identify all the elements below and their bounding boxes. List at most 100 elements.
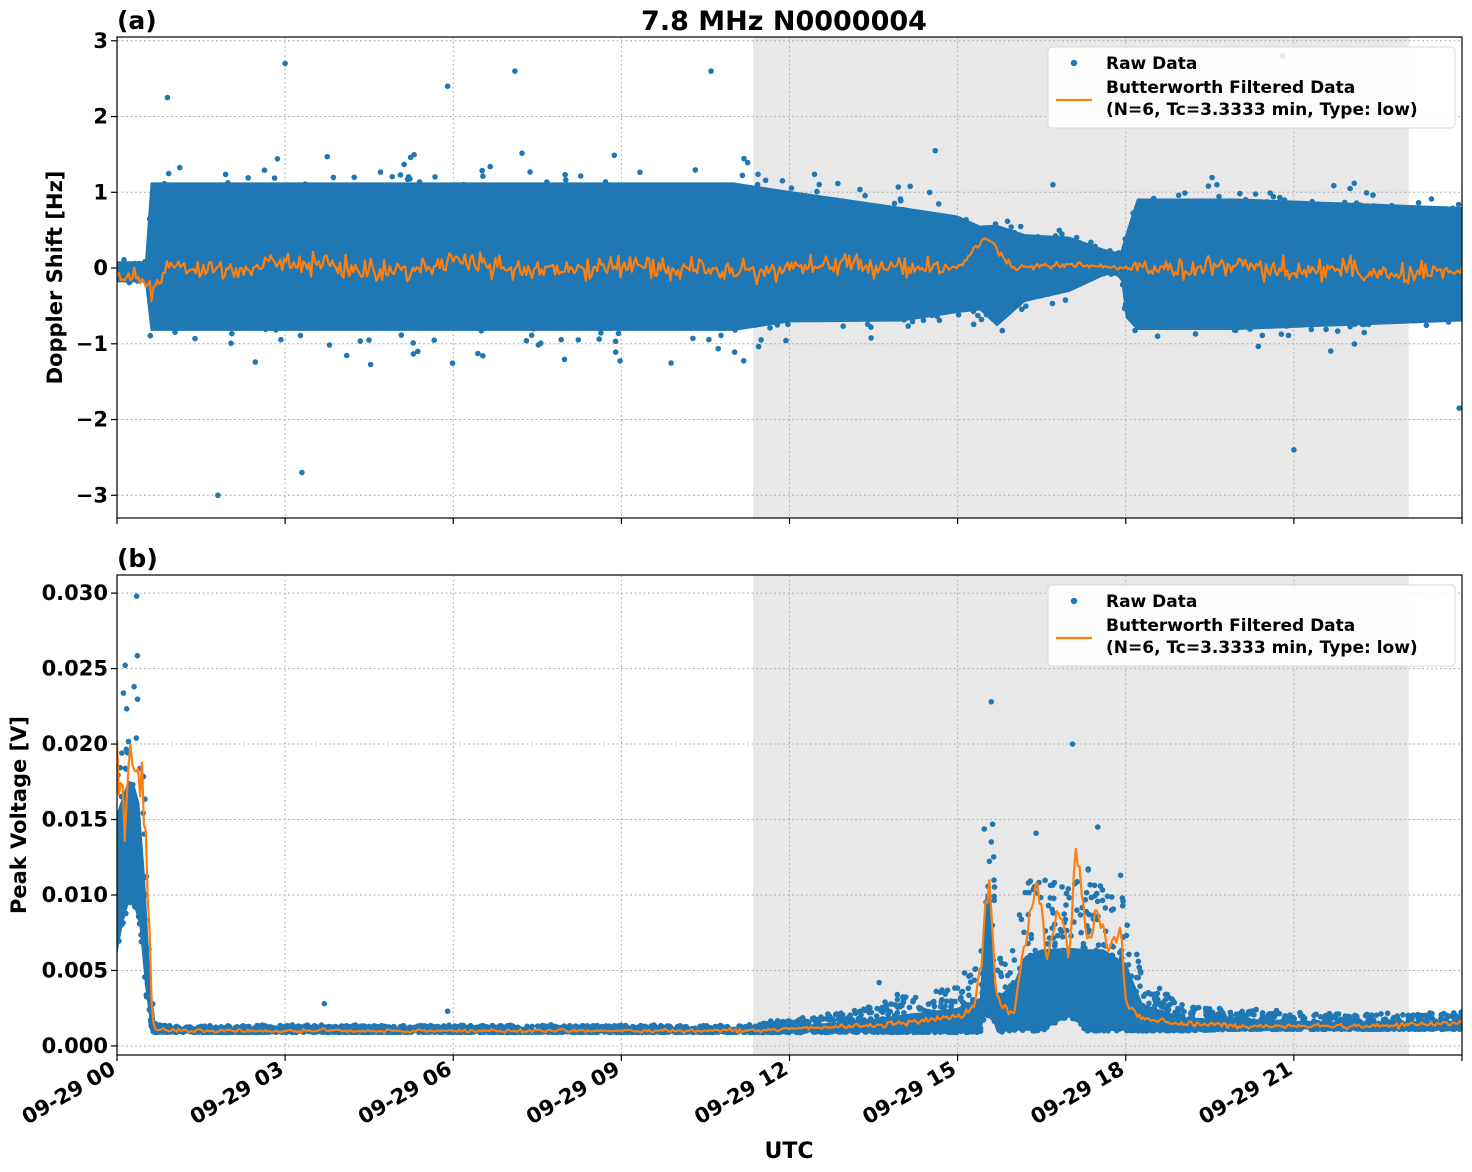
raw-data-point	[122, 662, 128, 669]
raw-data-point	[739, 172, 746, 179]
raw-data-point	[228, 340, 234, 347]
raw-data-point	[563, 177, 569, 183]
y-tick-label: 2	[93, 105, 108, 129]
raw-data-point	[1328, 348, 1334, 354]
raw-data-point	[1252, 191, 1259, 197]
raw-data-point	[326, 342, 333, 348]
raw-data-point	[891, 200, 898, 207]
raw-data-point	[668, 360, 674, 366]
raw-data-point	[1308, 326, 1315, 333]
raw-data-point	[562, 171, 568, 178]
raw-data-point	[366, 337, 372, 343]
raw-data-point	[1209, 174, 1215, 181]
raw-data-point	[611, 152, 618, 159]
raw-data-point	[975, 312, 981, 319]
legend-box	[1047, 46, 1456, 129]
raw-data-point	[862, 192, 868, 199]
raw-data-point	[740, 358, 747, 364]
raw-data-point	[905, 323, 911, 329]
raw-data-point	[955, 312, 962, 318]
raw-data-point	[1237, 190, 1243, 197]
raw-data-point	[1056, 227, 1063, 234]
raw-data-point	[389, 173, 396, 180]
raw-data-point	[731, 349, 738, 355]
raw-data-point	[222, 171, 229, 178]
raw-data-dense-band	[117, 182, 1462, 331]
raw-data-point	[1192, 331, 1199, 337]
raw-data-point	[407, 176, 413, 182]
raw-data-point	[1363, 190, 1370, 196]
raw-data-point	[909, 318, 916, 325]
raw-data-point	[741, 155, 747, 162]
raw-data-point	[990, 854, 997, 860]
raw-data-point	[1154, 333, 1161, 340]
raw-data-point	[278, 336, 284, 343]
panel-b: 0.0000.0050.0100.0150.0200.0250.030(b)Pe…	[7, 544, 1463, 1061]
raw-data-point	[527, 169, 533, 175]
raw-data-point	[1137, 983, 1143, 989]
raw-data-point	[397, 172, 404, 178]
raw-data-outlier	[282, 60, 288, 67]
raw-data-point	[755, 343, 762, 350]
raw-data-point	[895, 184, 902, 190]
raw-data-point	[1277, 194, 1283, 201]
raw-data-point	[1061, 911, 1067, 917]
raw-data-point	[1214, 181, 1220, 188]
raw-data-point	[779, 178, 786, 184]
y-tick-label: 1	[93, 180, 108, 204]
raw-data-point	[351, 174, 358, 181]
raw-data-point	[297, 332, 304, 339]
raw-data-point	[816, 181, 822, 188]
raw-data-point	[1428, 196, 1435, 202]
raw-data-point	[898, 198, 904, 204]
raw-data-point	[935, 201, 942, 207]
raw-data-point	[762, 177, 769, 184]
raw-data-point	[1021, 929, 1027, 936]
raw-data-point	[1175, 192, 1182, 199]
raw-data-point	[920, 317, 927, 324]
raw-data-point	[1347, 185, 1353, 192]
raw-data-point	[252, 359, 259, 365]
raw-data-point	[480, 353, 486, 359]
raw-data-point	[840, 323, 846, 330]
raw-data-point	[410, 340, 417, 346]
raw-data-point	[177, 164, 183, 171]
raw-data-outlier	[164, 94, 171, 101]
raw-data-point	[261, 167, 268, 173]
raw-data-point	[788, 185, 795, 191]
raw-data-point	[894, 991, 901, 998]
raw-data-point	[1415, 200, 1422, 206]
raw-data-point	[598, 330, 604, 336]
raw-data-point	[1126, 951, 1132, 958]
raw-data-point	[449, 360, 456, 367]
raw-data-point	[480, 173, 486, 179]
raw-data-point	[758, 337, 764, 343]
raw-data-point	[1361, 329, 1367, 336]
raw-data-outlier	[1291, 447, 1297, 453]
raw-data-point	[558, 336, 564, 343]
raw-data-point	[1063, 890, 1070, 897]
raw-data-point	[785, 321, 791, 328]
raw-data-point	[1370, 192, 1376, 198]
raw-data-point	[147, 332, 154, 339]
y-tick-label: −2	[76, 408, 108, 432]
raw-data-point	[612, 338, 619, 345]
raw-data-point	[1334, 328, 1341, 334]
raw-data-point	[1278, 331, 1285, 338]
raw-data-outlier	[444, 83, 451, 90]
raw-data-outlier	[215, 492, 221, 499]
raw-data-point	[357, 338, 364, 344]
raw-data-point	[1259, 332, 1266, 339]
raw-data-point	[970, 321, 977, 328]
raw-data-point	[814, 188, 820, 195]
raw-data-point	[528, 332, 535, 339]
raw-data-point	[1002, 984, 1009, 990]
y-tick-label: −1	[76, 332, 108, 356]
raw-data-point	[377, 169, 384, 175]
raw-data-point	[245, 175, 251, 181]
raw-data-point	[857, 186, 863, 193]
raw-data-point	[1205, 183, 1212, 189]
raw-data-point	[192, 335, 198, 342]
raw-data-point	[1062, 297, 1069, 303]
raw-data-point	[274, 156, 281, 162]
